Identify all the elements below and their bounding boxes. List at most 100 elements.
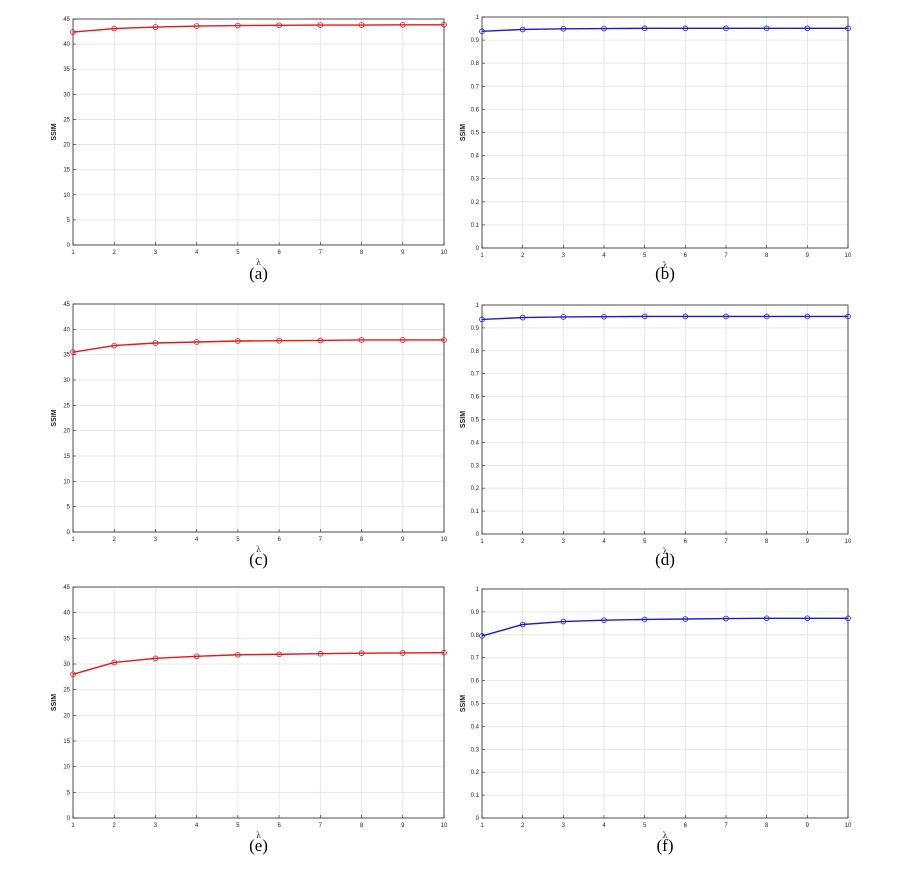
- y-tick-label-e-4: 20: [63, 713, 70, 719]
- y-tick-label-c-0: 0: [67, 530, 71, 536]
- y-tick-label-b-0: 0: [476, 246, 480, 252]
- x-tick-label-c-0: 1: [71, 537, 75, 543]
- data-point-d-5: [682, 313, 689, 320]
- y-tick-label-b-5: 0.5: [471, 131, 480, 137]
- x-tick-label-c-2: 3: [154, 537, 158, 543]
- data-point-c-5: [276, 337, 282, 344]
- y-tick-label-f-1: 0.1: [471, 793, 480, 799]
- data-point-e-8: [399, 650, 406, 656]
- x-tick-label-c-9: 10: [441, 537, 448, 543]
- x-tick-label-e-8: 9: [401, 823, 405, 829]
- y-tick-label-a-6: 30: [63, 92, 70, 98]
- x-tick-label-d-1: 2: [521, 539, 525, 545]
- x-tick-label-c-7: 8: [360, 537, 364, 543]
- data-point-d-8: [804, 313, 811, 320]
- y-tick-label-e-1: 5: [67, 790, 71, 796]
- axes-box-d: [481, 304, 849, 535]
- x-tick-label-b-3: 4: [602, 253, 606, 259]
- x-tick-label-a-3: 4: [195, 250, 199, 256]
- y-tick-label-c-3: 15: [63, 454, 70, 460]
- y-tick-label-a-8: 40: [63, 42, 70, 48]
- x-axis-label-b: λ: [662, 261, 667, 270]
- axes-box-c: [72, 303, 445, 533]
- data-point-c-3: [193, 339, 200, 345]
- data-point-a-7: [358, 22, 365, 28]
- y-tick-label-d-4: 0.4: [471, 440, 480, 446]
- x-tick-label-e-4: 5: [236, 823, 240, 829]
- data-point-e-6: [317, 650, 324, 657]
- data-point-d-1: [519, 314, 526, 321]
- data-point-b-9: [845, 25, 851, 32]
- y-tick-label-a-9: 45: [63, 17, 70, 23]
- data-point-b-5: [682, 25, 689, 32]
- y-tick-label-d-0: 0: [476, 532, 480, 538]
- data-point-e-2: [152, 655, 159, 662]
- y-tick-label-b-10: 1: [476, 15, 480, 21]
- x-tick-label-f-4: 5: [643, 823, 647, 829]
- y-tick-label-d-8: 0.8: [471, 349, 480, 355]
- data-point-d-0: [479, 316, 485, 323]
- y-tick-label-c-4: 20: [63, 429, 70, 435]
- plot-area-e: [73, 587, 444, 818]
- data-point-a-1: [111, 25, 118, 32]
- y-tick-label-a-5: 25: [63, 117, 70, 123]
- x-tick-label-b-7: 8: [765, 253, 769, 259]
- caption-f: (f): [656, 836, 674, 855]
- axes-box-a: [72, 18, 445, 246]
- x-tick-label-e-0: 1: [71, 823, 75, 829]
- y-axis-label-a: SSIM: [51, 123, 58, 140]
- data-point-d-6: [723, 313, 729, 320]
- data-point-a-6: [317, 22, 324, 28]
- x-axis-label-a: λ: [256, 258, 261, 267]
- data-point-f-2: [560, 618, 567, 625]
- data-point-c-4: [235, 338, 241, 344]
- y-tick-label-c-5: 25: [63, 403, 70, 409]
- y-tick-label-a-2: 10: [63, 193, 70, 199]
- x-tick-label-e-5: 6: [277, 823, 281, 829]
- x-axis-label-e: λ: [256, 831, 261, 840]
- x-tick-label-a-8: 9: [401, 250, 405, 256]
- x-tick-label-c-3: 4: [195, 537, 199, 543]
- data-point-a-2: [152, 24, 159, 30]
- data-point-f-4: [641, 616, 648, 623]
- chart-panel-f: 1 2 3 4 5 6 7 8 9 10 0 0.1 0.2 0.3 0.4 0.5 0.6 0.7 0.8 0.9 1…: [460, 587, 852, 840]
- y-tick-label-e-7: 35: [63, 636, 70, 642]
- y-tick-label-f-7: 0.7: [471, 656, 480, 662]
- x-tick-label-f-1: 2: [521, 823, 525, 829]
- y-tick-label-b-9: 0.9: [471, 38, 480, 44]
- data-point-a-4: [235, 22, 241, 29]
- x-tick-label-f-3: 4: [602, 823, 606, 829]
- x-tick-label-c-5: 6: [277, 537, 281, 543]
- data-point-f-3: [601, 617, 607, 623]
- x-tick-label-f-7: 8: [765, 823, 769, 829]
- x-tick-label-e-3: 4: [195, 823, 199, 829]
- x-tick-label-c-8: 9: [401, 537, 405, 543]
- x-tick-label-a-1: 2: [113, 250, 117, 256]
- data-point-b-6: [723, 25, 729, 32]
- y-tick-label-a-7: 35: [63, 67, 70, 73]
- data-point-c-1: [111, 342, 118, 349]
- y-tick-label-f-8: 0.8: [471, 633, 480, 639]
- y-tick-label-e-6: 30: [63, 662, 70, 668]
- grid-c: [72, 303, 445, 533]
- data-point-d-3: [601, 313, 607, 320]
- x-tick-label-b-1: 2: [521, 253, 525, 259]
- y-tick-label-f-10: 1: [476, 587, 480, 593]
- data-point-b-1: [519, 26, 526, 33]
- y-tick-label-d-10: 1: [476, 303, 480, 309]
- x-tick-label-c-6: 7: [319, 537, 323, 543]
- data-point-f-5: [682, 616, 689, 622]
- chart-panel-d: 1 2 3 4 5 6 7 8 9 10 0 0.1 0.2 0.3 0.4 0.5 0.6 0.7 0.8 0.9 1…: [460, 303, 852, 556]
- y-tick-label-c-7: 35: [63, 353, 70, 359]
- x-tick-label-a-2: 3: [154, 250, 158, 256]
- data-point-b-0: [479, 28, 485, 35]
- x-tick-label-b-9: 10: [845, 253, 852, 259]
- data-point-f-1: [519, 621, 526, 628]
- x-tick-label-d-5: 6: [684, 539, 688, 545]
- data-point-e-5: [276, 651, 282, 658]
- data-point-f-8: [804, 615, 811, 622]
- y-tick-label-e-3: 15: [63, 739, 70, 745]
